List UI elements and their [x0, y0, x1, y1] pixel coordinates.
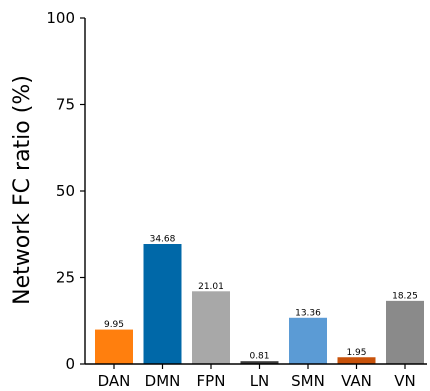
y-tick-label: 50 [56, 182, 75, 200]
x-tick-label-ln: LN [250, 372, 270, 390]
x-tick-label-smn: SMN [291, 372, 325, 390]
bar-smn [289, 317, 327, 364]
bar-dan [95, 329, 133, 364]
value-label-vn: 18.25 [392, 291, 418, 301]
bars [95, 244, 424, 364]
y-tick-label: 100 [46, 9, 75, 27]
x-tick-label-vn: VN [394, 372, 415, 390]
y-tick-label: 75 [56, 96, 75, 114]
x-tick-label-dan: DAN [98, 372, 131, 390]
value-label-dan: 9.95 [104, 320, 124, 330]
value-label-ln: 0.81 [249, 352, 269, 362]
y-ticks: 0 25 50 75 100 [46, 9, 85, 373]
bar-fpn [192, 291, 230, 364]
value-label-fpn: 21.01 [198, 282, 224, 292]
bar-vn [386, 300, 424, 364]
value-label-van: 1.95 [346, 348, 366, 358]
bar-dmn [143, 244, 182, 364]
value-labels: 9.95 34.68 21.01 0.81 13.36 1.95 18.25 [104, 235, 418, 362]
bar-ln [240, 361, 279, 364]
x-tick-label-fpn: FPN [197, 372, 226, 390]
bar-van [337, 357, 376, 364]
x-tick-label-van: VAN [341, 372, 372, 390]
x-tick-label-dmn: DMN [145, 372, 181, 390]
value-label-smn: 13.36 [295, 308, 321, 318]
category-labels: DAN DMN FPN LN SMN VAN VN [98, 364, 416, 390]
y-axis-label: Network FC ratio (%) [10, 75, 35, 305]
y-tick-label: 0 [65, 355, 75, 373]
value-label-dmn: 34.68 [150, 235, 176, 245]
y-tick-label: 25 [56, 269, 75, 287]
